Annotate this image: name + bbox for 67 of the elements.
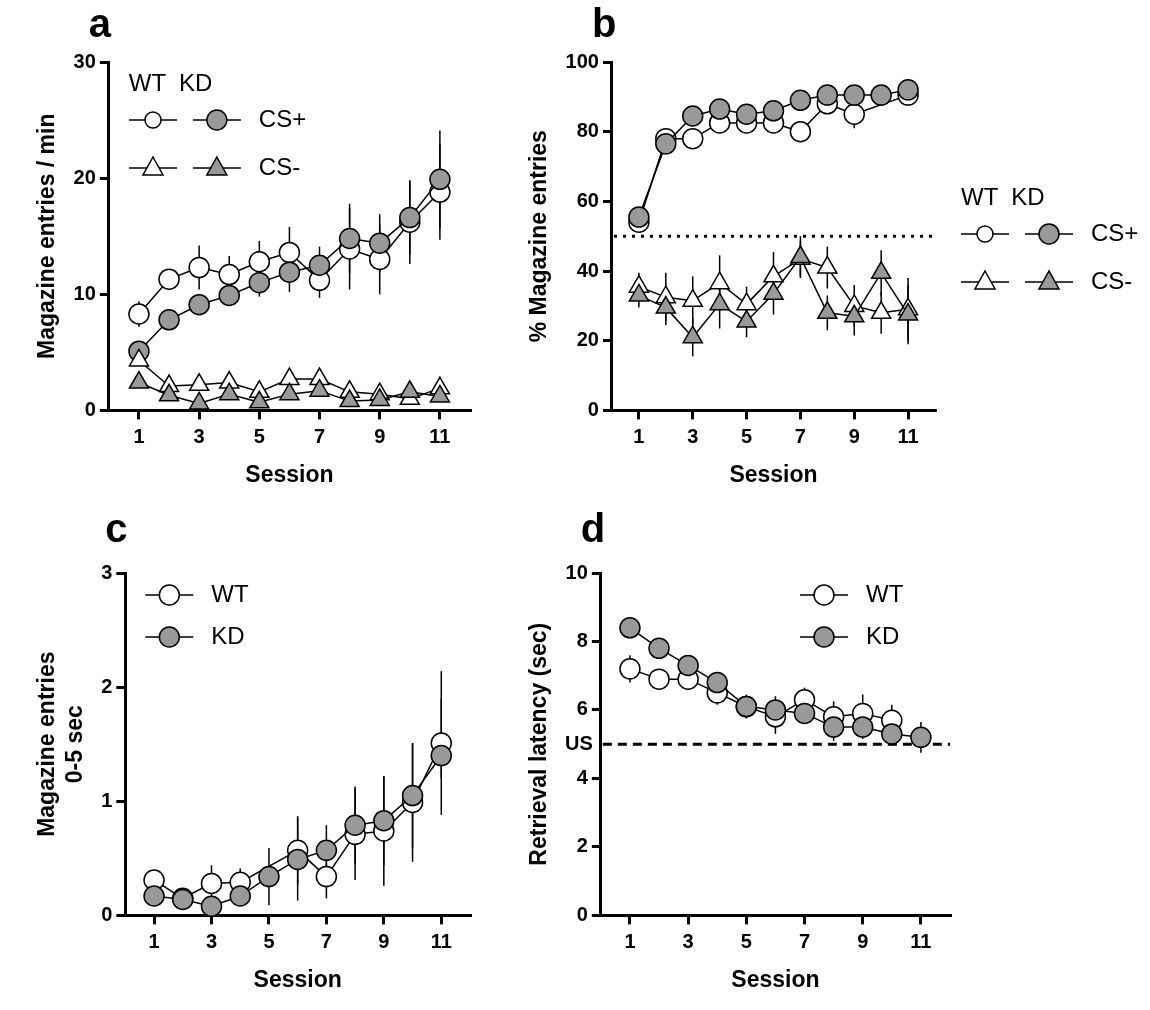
x-tick-label: 11 — [897, 424, 919, 447]
y-tick-label: 0 — [576, 902, 588, 925]
legend-label: WT — [211, 579, 249, 607]
y-tick-label: 0 — [101, 902, 113, 925]
legend-label: CS+ — [258, 104, 307, 132]
y-tick-label: 20 — [576, 328, 599, 351]
x-tick-label: 7 — [313, 424, 326, 447]
y-axis-title: Magazine entries 0-5 sec — [33, 651, 87, 837]
chart-title: b — [591, 1, 617, 46]
y-axis-title: Magazine entries / min — [33, 113, 60, 359]
x-tick-label: 9 — [857, 929, 869, 952]
y-axis-title: % Magazine entries — [525, 130, 552, 343]
y-tick-label: 8 — [576, 629, 588, 651]
chart-title: a — [88, 1, 112, 46]
legend-title: WT KD — [128, 68, 213, 96]
y-tick-label: 2 — [101, 674, 113, 697]
x-tick-label: 3 — [682, 929, 694, 952]
y-tick-label: 80 — [576, 119, 599, 142]
chart-title: c — [105, 506, 128, 551]
y-tick-label: 10 — [565, 560, 588, 583]
x-axis-title: Session — [731, 965, 820, 992]
x-tick-label: 5 — [740, 929, 752, 952]
x-tick-label: 3 — [205, 929, 218, 952]
y-tick-label: 6 — [576, 697, 588, 720]
y-tick-label: 40 — [576, 258, 599, 281]
x-tick-label: 5 — [741, 424, 753, 447]
x-tick-label: 5 — [253, 424, 265, 447]
y-axis-title: Retrieval latency (sec) — [525, 622, 552, 866]
legend-label: KD — [211, 621, 245, 649]
y-tick-label: 60 — [576, 188, 599, 211]
legend-label: KD — [866, 621, 900, 649]
y-tick-label: 20 — [73, 165, 96, 188]
ref-line-label: US — [565, 731, 593, 754]
y-tick-label: 0 — [84, 397, 96, 420]
y-tick-label: 100 — [565, 49, 599, 72]
x-tick-label: 11 — [430, 929, 452, 952]
chart-title: d — [580, 506, 606, 551]
x-axis-title: Session — [729, 460, 818, 487]
x-axis-title: Session — [253, 965, 342, 992]
legend-label: CS+ — [1091, 218, 1139, 246]
x-tick-label: 11 — [429, 424, 451, 447]
y-tick-label: 2 — [576, 834, 588, 857]
y-tick-label: 3 — [101, 560, 113, 583]
x-tick-label: 7 — [794, 424, 806, 447]
x-axis-title: Session — [245, 460, 334, 487]
x-tick-label: 7 — [798, 929, 811, 952]
legend-title: WT KD — [961, 182, 1045, 210]
y-tick-label: 0 — [587, 397, 599, 420]
y-tick-label: 4 — [576, 765, 589, 788]
x-tick-label: 9 — [848, 424, 860, 447]
legend-label: CS- — [1091, 266, 1133, 294]
y-tick-label: 10 — [73, 281, 96, 304]
x-tick-label: 1 — [148, 929, 160, 952]
legend-label: WT — [866, 579, 904, 607]
x-tick-label: 1 — [133, 424, 145, 447]
x-tick-label: 3 — [687, 424, 699, 447]
legend-label: CS- — [258, 152, 301, 180]
y-tick-label: 1 — [101, 788, 113, 811]
x-tick-label: 1 — [624, 929, 636, 952]
x-tick-label: 9 — [374, 424, 386, 447]
x-tick-label: 11 — [910, 929, 932, 952]
x-tick-label: 1 — [633, 424, 645, 447]
y-tick-label: 30 — [73, 49, 96, 72]
x-tick-label: 7 — [320, 929, 332, 952]
x-tick-label: 3 — [193, 424, 205, 447]
x-tick-label: 5 — [263, 929, 275, 952]
x-tick-label: 9 — [378, 929, 390, 952]
